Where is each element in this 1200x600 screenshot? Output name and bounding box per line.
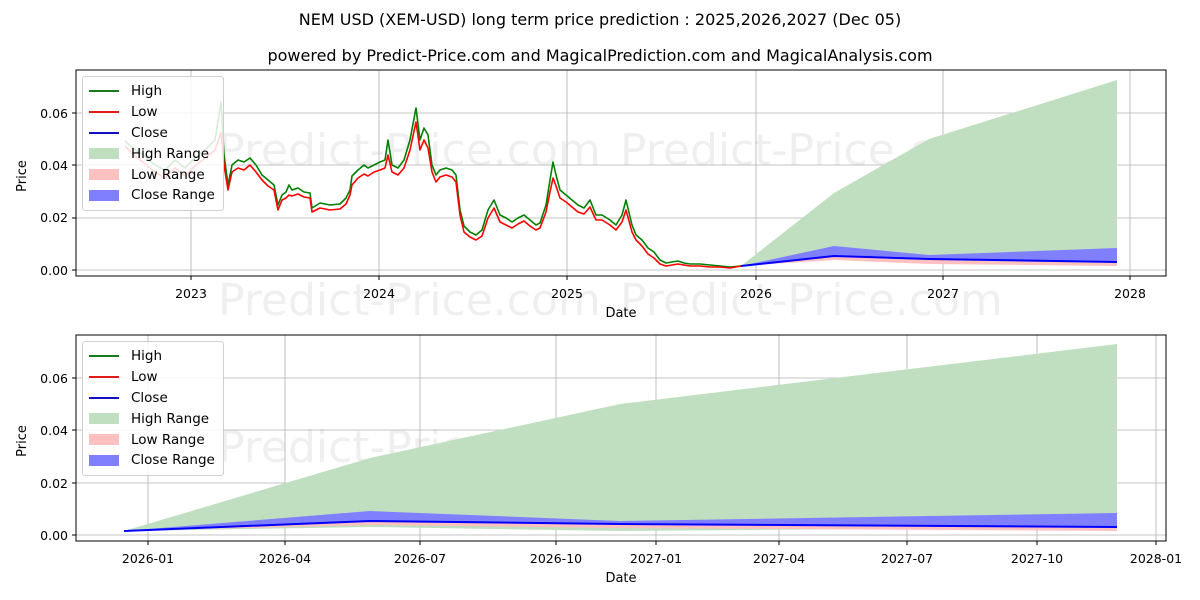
bottom-y-ticks: 0.00 0.02 0.04 0.06 bbox=[40, 371, 76, 543]
high-range-swatch-icon bbox=[89, 148, 119, 160]
watermark: Predict-Price.com bbox=[620, 275, 1003, 326]
low-range-swatch-icon bbox=[89, 169, 119, 181]
close-range-area bbox=[124, 511, 1117, 531]
legend-item-high: High bbox=[89, 81, 215, 102]
legend-label: Low bbox=[131, 104, 158, 121]
close-line-swatch-icon bbox=[89, 131, 119, 134]
legend-label: High Range bbox=[131, 145, 210, 162]
y-tick-label: 0.00 bbox=[40, 263, 68, 278]
legend-item-low: Low bbox=[89, 102, 215, 123]
legend-top: High Low Close High Range Low Range Clos… bbox=[82, 76, 224, 211]
low-range-area bbox=[124, 521, 1117, 531]
x-tick-label: 2028-01 bbox=[1130, 551, 1182, 566]
legend-item-close: Close bbox=[89, 123, 215, 144]
legend-item-close: Close bbox=[89, 388, 215, 409]
legend-item-low-range: Low Range bbox=[89, 164, 215, 185]
legend-item-low: Low bbox=[89, 367, 215, 388]
x-tick-label: 2026-07 bbox=[394, 551, 446, 566]
y-tick-label: 0.04 bbox=[40, 158, 68, 173]
legend-item-high: High bbox=[89, 346, 215, 367]
x-tick-label: 2026-01 bbox=[122, 551, 174, 566]
legend-label: Close bbox=[131, 389, 168, 406]
low-line bbox=[124, 121, 742, 269]
legend-item-close-range: Close Range bbox=[89, 450, 215, 471]
y-axis-label: Price bbox=[15, 160, 30, 192]
low-range-swatch-icon bbox=[89, 434, 119, 446]
legend-label: Close bbox=[131, 124, 168, 141]
x-tick-label: 2027-01 bbox=[630, 551, 682, 566]
x-tick-label: 2024 bbox=[363, 286, 395, 301]
x-tick-label: 2028 bbox=[1114, 286, 1146, 301]
legend-item-low-range: Low Range bbox=[89, 429, 215, 450]
bottom-axes-frame bbox=[75, 334, 1167, 542]
y-tick-label: 0.02 bbox=[40, 476, 68, 491]
y-tick-label: 0.02 bbox=[40, 210, 68, 225]
legend-label: Close Range bbox=[131, 187, 215, 204]
legend-item-high-range: High Range bbox=[89, 408, 215, 429]
x-axis-label: Date bbox=[605, 571, 636, 586]
watermark: Predict-Price.com bbox=[218, 275, 601, 326]
y-tick-label: 0.06 bbox=[40, 106, 68, 121]
bottom-x-ticks: 2026-01 2026-04 2026-07 2026-10 2027-01 … bbox=[122, 541, 1182, 566]
legend-item-high-range: High Range bbox=[89, 143, 215, 164]
top-y-ticks: 0.00 0.02 0.04 0.06 bbox=[40, 106, 76, 278]
high-range-swatch-icon bbox=[89, 413, 119, 425]
x-tick-label: 2026 bbox=[740, 286, 772, 301]
y-tick-label: 0.06 bbox=[40, 371, 68, 386]
low-line-swatch-icon bbox=[89, 111, 119, 114]
close-line bbox=[740, 254, 1118, 267]
x-tick-label: 2025 bbox=[551, 286, 583, 301]
legend-label: Low Range bbox=[131, 166, 205, 183]
x-tick-label: 2026-04 bbox=[259, 551, 311, 566]
legend-label: High bbox=[131, 348, 163, 365]
low-range-area bbox=[741, 256, 1117, 266]
close-range-swatch-icon bbox=[89, 454, 119, 466]
chart-title: NEM USD (XEM-USD) long term price predic… bbox=[298, 10, 902, 29]
y-axis-label: Price bbox=[15, 425, 30, 457]
high-line-swatch-icon bbox=[89, 90, 119, 93]
close-line bbox=[123, 519, 1118, 532]
low-line-swatch-icon bbox=[89, 376, 119, 379]
x-axis-label: Date bbox=[605, 306, 636, 321]
legend-label: Low bbox=[131, 369, 158, 386]
high-range-area bbox=[124, 344, 1117, 531]
x-tick-label: 2027-04 bbox=[753, 551, 805, 566]
legend-label: High Range bbox=[131, 410, 210, 427]
legend-bottom: High Low Close High Range Low Range Clos… bbox=[82, 341, 224, 476]
top-axes-frame bbox=[75, 69, 1167, 277]
legend-label: Close Range bbox=[131, 452, 215, 469]
legend-label: Low Range bbox=[131, 431, 205, 448]
close-line-swatch-icon bbox=[89, 396, 119, 399]
top-x-ticks: 2023 2024 2025 2026 2027 2028 bbox=[175, 276, 1146, 301]
x-tick-label: 2027-10 bbox=[1011, 551, 1063, 566]
high-line bbox=[124, 101, 742, 268]
legend-label: High bbox=[131, 83, 163, 100]
y-tick-label: 0.04 bbox=[40, 423, 68, 438]
chart-subtitle: powered by Predict-Price.com and Magical… bbox=[267, 46, 933, 65]
x-tick-label: 2023 bbox=[175, 286, 207, 301]
bottom-chart: Predict-Price.com Predict-Price.com bbox=[15, 334, 1182, 586]
top-chart: Predict-Price.com Predict-Price.com Pred… bbox=[15, 69, 1167, 326]
x-tick-label: 2026-10 bbox=[530, 551, 582, 566]
x-tick-label: 2027 bbox=[927, 286, 959, 301]
y-tick-label: 0.00 bbox=[40, 528, 68, 543]
high-range-area bbox=[741, 80, 1117, 266]
high-line-swatch-icon bbox=[89, 355, 119, 358]
legend-item-close-range: Close Range bbox=[89, 185, 215, 206]
close-range-area bbox=[741, 246, 1117, 266]
x-tick-label: 2027-07 bbox=[881, 551, 933, 566]
close-range-swatch-icon bbox=[89, 189, 119, 201]
